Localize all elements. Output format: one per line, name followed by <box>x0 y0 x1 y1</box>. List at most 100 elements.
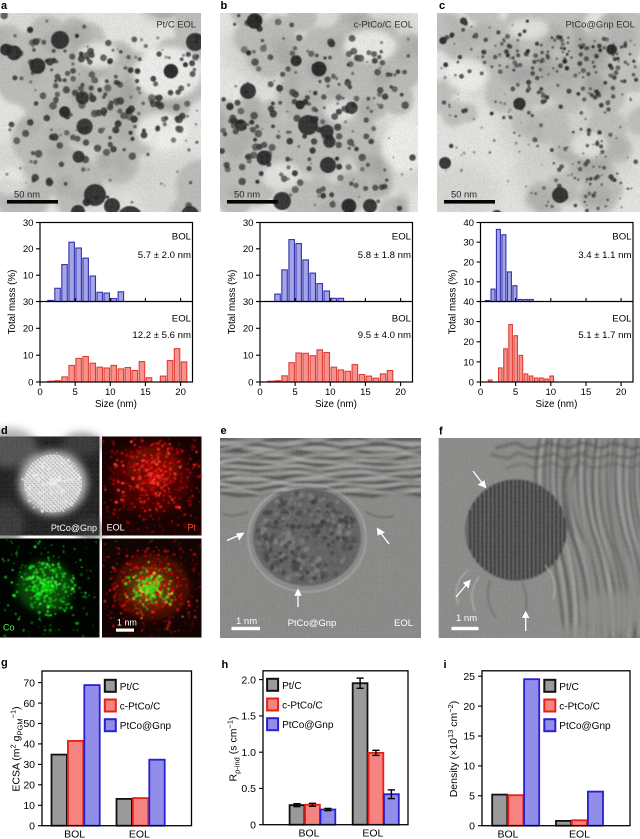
svg-text:5: 5 <box>469 791 475 803</box>
svg-text:0: 0 <box>248 377 253 388</box>
svg-text:0: 0 <box>28 377 33 388</box>
svg-text:20: 20 <box>175 387 186 398</box>
svg-text:0: 0 <box>469 377 474 388</box>
svg-text:20: 20 <box>23 244 34 255</box>
svg-text:d: d <box>1 425 8 437</box>
svg-text:3.4 ± 1.1 nm: 3.4 ± 1.1 nm <box>578 250 631 261</box>
svg-text:20: 20 <box>616 387 627 398</box>
svg-text:50 nm: 50 nm <box>451 189 477 200</box>
svg-text:Size (nm): Size (nm) <box>535 399 577 410</box>
svg-text:BOL: BOL <box>497 829 518 839</box>
svg-text:5.1 ± 1.7 nm: 5.1 ± 1.7 nm <box>578 330 631 341</box>
svg-text:70: 70 <box>23 677 35 689</box>
svg-text:Rρ-ind (s cm−1): Rρ-ind (s cm−1) <box>226 716 242 781</box>
svg-text:50: 50 <box>23 718 35 730</box>
svg-text:10: 10 <box>23 351 34 362</box>
svg-text:50 nm: 50 nm <box>14 189 40 200</box>
svg-text:40: 40 <box>23 739 35 751</box>
svg-text:PtCo@Gnp: PtCo@Gnp <box>120 721 172 732</box>
svg-text:PtCo@Gnp EOL: PtCo@Gnp EOL <box>566 19 635 30</box>
svg-text:20: 20 <box>243 324 254 335</box>
svg-text:20: 20 <box>463 337 474 348</box>
svg-text:e: e <box>221 425 227 437</box>
svg-text:i: i <box>444 659 447 671</box>
svg-text:5.8 ± 1.8 nm: 5.8 ± 1.8 nm <box>358 250 411 261</box>
svg-text:30: 30 <box>463 317 474 328</box>
svg-text:10: 10 <box>463 277 474 288</box>
svg-text:Pt/C: Pt/C <box>282 681 301 692</box>
svg-text:30: 30 <box>243 218 254 229</box>
svg-text:EOL: EOL <box>392 232 412 243</box>
svg-text:c-PtCo/C: c-PtCo/C <box>120 702 161 713</box>
svg-text:0: 0 <box>478 387 483 398</box>
svg-text:30: 30 <box>243 297 254 308</box>
svg-text:20: 20 <box>23 324 34 335</box>
svg-text:0: 0 <box>469 820 475 832</box>
svg-text:EOL: EOL <box>362 828 383 839</box>
svg-text:ECSA (m2 gPGM−1): ECSA (m2 gPGM−1) <box>9 706 25 791</box>
svg-text:Density (×1013 cm−2): Density (×1013 cm−2) <box>446 701 460 798</box>
svg-text:Pt/C EOL: Pt/C EOL <box>156 19 196 30</box>
svg-text:Total mass (%): Total mass (%) <box>7 270 18 335</box>
svg-text:PtCo@Gnp: PtCo@Gnp <box>282 720 334 731</box>
svg-text:Size (nm): Size (nm) <box>95 399 137 410</box>
svg-text:f: f <box>439 426 443 438</box>
svg-text:5: 5 <box>513 387 518 398</box>
svg-text:60: 60 <box>23 698 35 710</box>
svg-text:5: 5 <box>73 387 78 398</box>
svg-text:9.5 ± 4.0 nm: 9.5 ± 4.0 nm <box>358 330 411 341</box>
svg-text:1.0: 1.0 <box>241 747 256 759</box>
svg-text:0: 0 <box>257 387 262 398</box>
svg-text:c-PtCo/C EOL: c-PtCo/C EOL <box>354 19 413 30</box>
svg-text:2.0: 2.0 <box>241 674 256 686</box>
svg-text:g: g <box>1 657 8 669</box>
svg-text:30: 30 <box>23 297 34 308</box>
svg-text:15: 15 <box>581 387 592 398</box>
svg-text:30: 30 <box>23 218 34 229</box>
svg-text:PtCo@Gnp: PtCo@Gnp <box>288 618 337 629</box>
svg-text:20: 20 <box>463 257 474 268</box>
svg-text:BOL: BOL <box>298 828 319 839</box>
svg-text:Pt: Pt <box>187 523 196 533</box>
svg-text:Size (nm): Size (nm) <box>315 399 357 410</box>
svg-text:EOL: EOL <box>612 314 632 325</box>
svg-text:Total mass (%): Total mass (%) <box>227 270 238 335</box>
svg-text:BOL: BOL <box>612 232 632 243</box>
svg-text:10: 10 <box>23 271 34 282</box>
svg-text:c-PtCo/C: c-PtCo/C <box>282 701 323 712</box>
svg-text:10: 10 <box>463 761 475 773</box>
svg-text:0.5: 0.5 <box>241 783 256 795</box>
svg-text:25: 25 <box>463 671 475 683</box>
svg-text:50 nm: 50 nm <box>234 189 260 200</box>
svg-text:12.2 ± 5.6 nm: 12.2 ± 5.6 nm <box>132 330 191 341</box>
svg-text:EOL: EOL <box>569 829 590 839</box>
svg-text:10: 10 <box>243 351 254 362</box>
svg-text:20: 20 <box>463 701 475 713</box>
svg-text:BOL: BOL <box>392 314 412 325</box>
svg-text:40: 40 <box>463 218 474 229</box>
svg-text:1 nm: 1 nm <box>236 616 257 627</box>
svg-text:15: 15 <box>360 387 371 398</box>
svg-text:Pt/C: Pt/C <box>559 682 578 693</box>
svg-text:b: b <box>221 0 228 12</box>
svg-text:15: 15 <box>463 731 475 743</box>
svg-text:Total mass (%): Total mass (%) <box>448 270 459 335</box>
svg-text:EOL: EOL <box>172 314 192 325</box>
svg-text:30: 30 <box>23 759 35 771</box>
svg-text:EOL: EOL <box>129 829 150 839</box>
svg-text:Pt/C: Pt/C <box>120 682 139 693</box>
svg-text:10: 10 <box>545 387 556 398</box>
svg-text:10: 10 <box>105 387 116 398</box>
svg-text:10: 10 <box>325 387 336 398</box>
svg-text:5: 5 <box>292 387 297 398</box>
svg-text:30: 30 <box>463 238 474 249</box>
svg-text:1.5: 1.5 <box>241 711 256 723</box>
svg-text:Co: Co <box>3 623 15 633</box>
svg-text:10: 10 <box>463 357 474 368</box>
svg-text:h: h <box>222 659 229 671</box>
svg-text:0: 0 <box>250 819 256 831</box>
svg-text:10: 10 <box>23 800 35 812</box>
svg-text:PtCo@Gnp: PtCo@Gnp <box>51 523 97 533</box>
svg-text:PtCo@Gnp: PtCo@Gnp <box>559 721 611 732</box>
svg-text:10: 10 <box>243 271 254 282</box>
